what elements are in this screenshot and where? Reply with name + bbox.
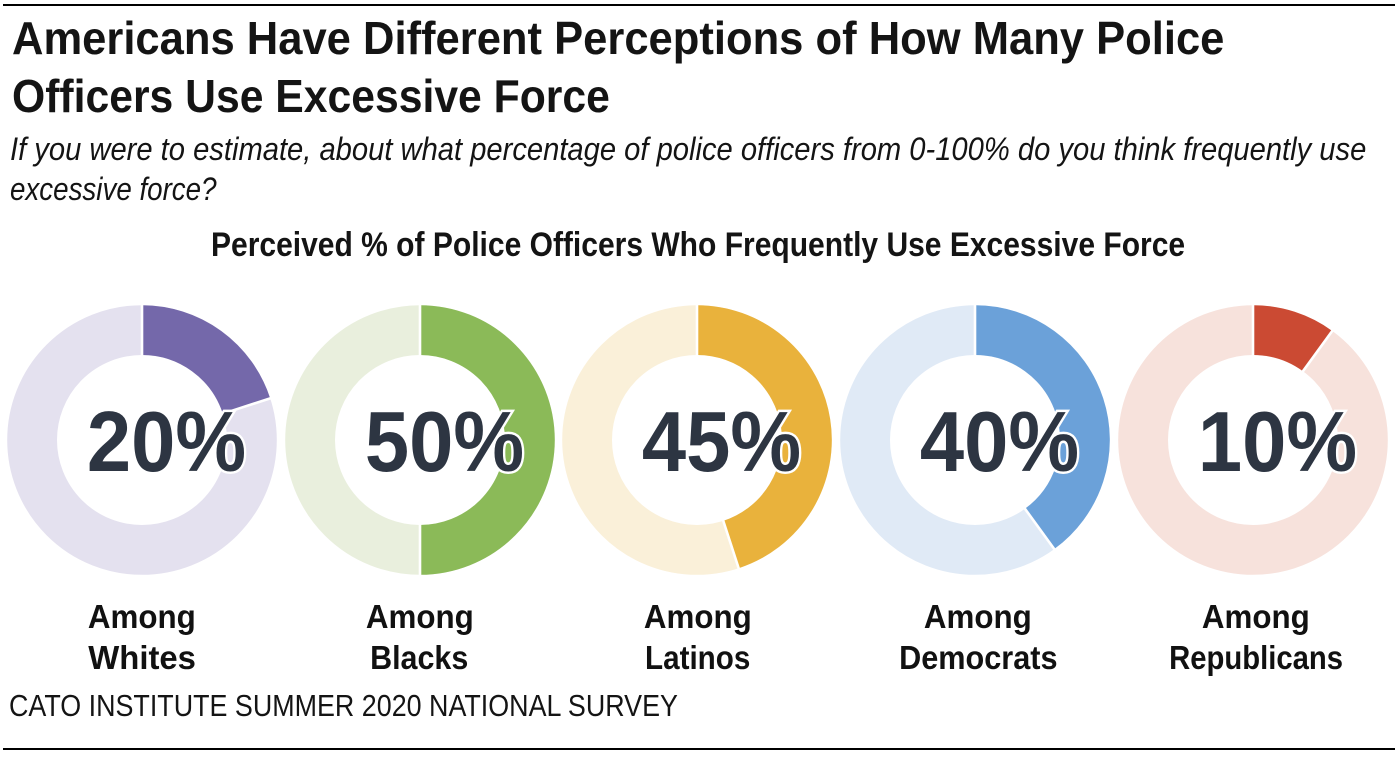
svg-text:40%: 40% [920,394,1079,489]
svg-text:45%: 45% [642,394,801,489]
svg-text:20%: 20% [87,394,246,489]
svg-text:10%: 10% [1198,394,1357,489]
svg-text:50%: 50% [365,394,524,489]
